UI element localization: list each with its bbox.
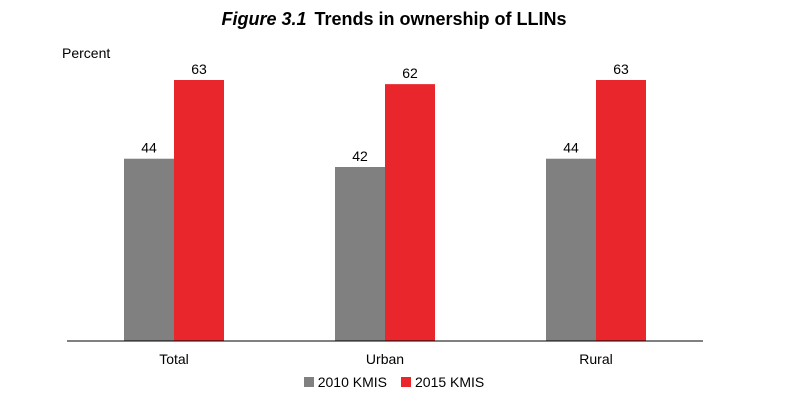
legend-swatch bbox=[303, 377, 314, 387]
legend-item: 2015 KMIS bbox=[401, 374, 484, 390]
x-tick-labels: Total Urban Rural bbox=[159, 351, 613, 367]
data-label: 44 bbox=[141, 140, 157, 156]
bar-2015-kmis-total bbox=[174, 80, 224, 341]
legend-label: 2015 KMIS bbox=[415, 374, 485, 390]
x-tick-label: Total bbox=[159, 351, 189, 367]
chart-title: Figure 3.1 Trends in ownership of LLINs bbox=[0, 9, 788, 30]
bars-group: 44 63 42 62 44 63 bbox=[124, 61, 646, 342]
x-tick-label: Rural bbox=[579, 351, 612, 367]
data-label: 63 bbox=[191, 61, 207, 77]
data-label: 63 bbox=[613, 61, 629, 77]
legend-item: 2010 KMIS bbox=[303, 374, 387, 390]
figure-title: Trends in ownership of LLINs bbox=[314, 9, 567, 29]
legend-swatch bbox=[401, 377, 411, 387]
data-label: 62 bbox=[402, 65, 418, 81]
y-axis-label: Percent bbox=[62, 45, 110, 61]
figure-label: Figure 3.1 bbox=[221, 9, 307, 29]
legend-label: 2010 KMIS bbox=[317, 374, 387, 390]
bar-2015-kmis-rural bbox=[596, 80, 646, 341]
data-label: 42 bbox=[352, 148, 368, 164]
x-tick-label: Urban bbox=[366, 351, 404, 367]
bar-2010-kmis-urban bbox=[335, 167, 385, 341]
data-label: 44 bbox=[563, 140, 579, 156]
bar-2010-kmis-total bbox=[124, 158, 174, 341]
bar-chart: Percent 44 63 42 62 44 63 Total Urban Rural bbox=[62, 45, 703, 367]
bar-2010-kmis-rural bbox=[546, 158, 596, 341]
legend: 2010 KMIS 2015 KMIS bbox=[0, 374, 788, 390]
bar-2015-kmis-urban bbox=[385, 84, 435, 342]
